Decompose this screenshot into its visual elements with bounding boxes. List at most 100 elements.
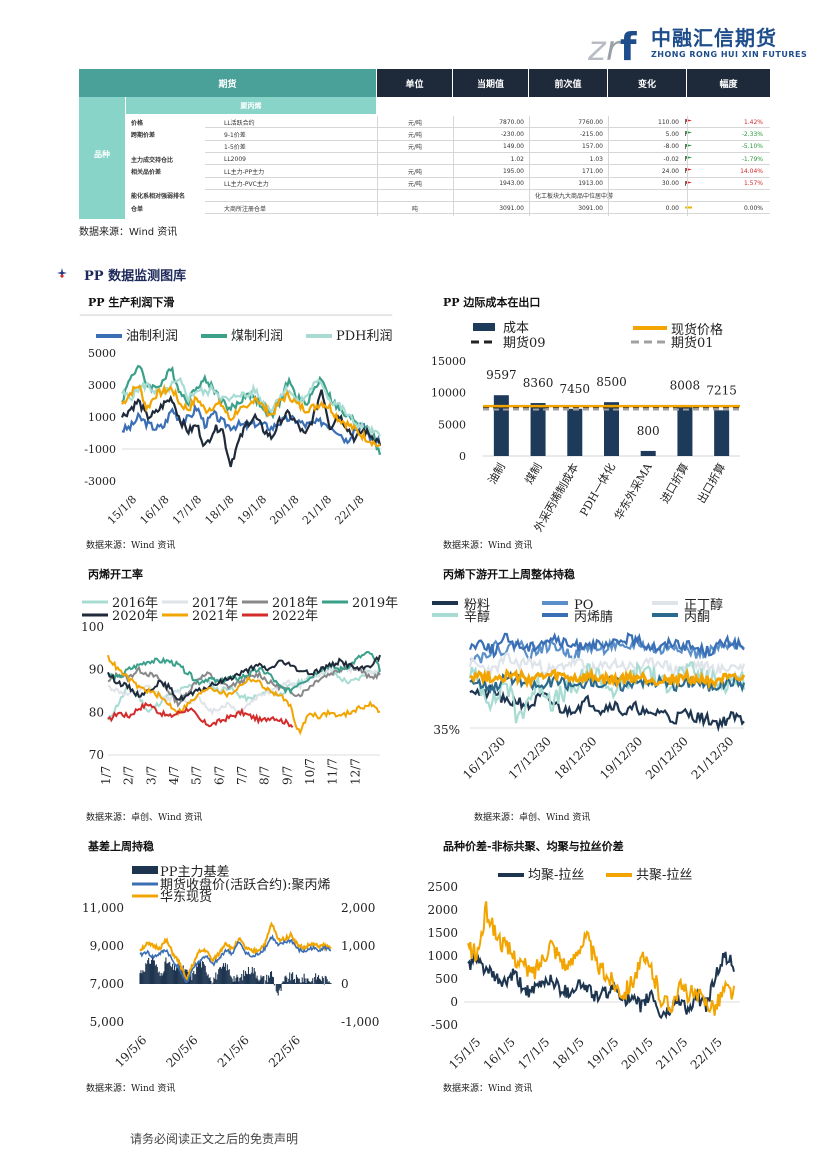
cell-current: 3091.00	[499, 204, 524, 212]
y-right-tick-label: 2,000	[341, 901, 375, 915]
legend-label: 丙酮	[684, 610, 710, 625]
cell-category: 跨期价差	[131, 131, 156, 139]
x-tick-label: 20/1/5	[619, 1035, 656, 1072]
x-tick-label: 3/7	[144, 766, 158, 785]
x-tick-label: 12/7	[348, 758, 362, 785]
x-tick-label: 10/7	[303, 758, 317, 785]
y-tick-label: 35%	[433, 723, 460, 737]
cell-change: 110.00	[658, 118, 679, 126]
row-divider	[205, 127, 770, 129]
column-divider	[453, 116, 454, 216]
y-tick-label: 3000	[88, 379, 116, 392]
variety-label: 品种	[94, 150, 110, 159]
y-tick-label: 80	[89, 705, 104, 719]
legend-homo-label: 均聚-拉丝	[528, 868, 584, 883]
cell-category: 能化系相对强弱排名	[131, 193, 186, 201]
legend-co-label: 共聚-拉丝	[636, 868, 692, 883]
legend-label: 2021年	[192, 609, 238, 624]
x-tick-label: 19/12/30	[597, 734, 645, 782]
header-cell-previous: 前次值	[529, 69, 607, 97]
column-divider	[687, 116, 688, 216]
y-tick-label: 1000	[88, 411, 116, 424]
bar	[530, 403, 546, 456]
x-category-label: PDH一体化	[577, 461, 619, 519]
series-line	[107, 654, 381, 702]
y-tick-label: 2000	[427, 903, 458, 917]
cell-unit: 元/吨	[407, 144, 423, 152]
cell-pct: 1.42%	[743, 118, 763, 126]
disclaimer-note: 请务必阅读正文之后的免责声明	[130, 1132, 299, 1146]
bar	[567, 408, 583, 456]
section-title: PP 数据监测图库	[84, 269, 187, 284]
cell-previous: 157.00	[582, 143, 603, 151]
x-tick-label: 16/12/30	[460, 734, 508, 782]
header-cell-current: 当期值	[453, 69, 528, 97]
chart6-source-note: 数据来源：Wind 资讯	[443, 1084, 533, 1094]
bar-value-label: 7215	[706, 383, 737, 397]
cell-change: 30.00	[661, 180, 679, 188]
y-tick-label: 10000	[431, 387, 466, 400]
series-line	[468, 631, 745, 659]
x-tick-label: 1/7	[99, 766, 113, 785]
x-tick-label: 15/1/5	[446, 1035, 483, 1072]
chart3-source-note: 数据来源：卓创、Wind 资讯	[86, 813, 203, 823]
cell-unit: 吨	[411, 205, 418, 213]
y-tick-label: 500	[435, 972, 458, 986]
x-tick-label: 5/7	[190, 766, 204, 785]
legend-spot-label: 现货价格	[671, 322, 723, 338]
chart-title-propylene-rate: 丙烯开工率	[88, 568, 143, 581]
section-bullet-icon	[57, 268, 67, 278]
legend-basis-swatch	[132, 866, 158, 874]
x-tick-label: 22/5/6	[266, 1033, 303, 1070]
legend-spot-label: 华东现货	[160, 889, 212, 905]
header-cell-amplitude: 幅度	[687, 69, 770, 97]
x-tick-label: 9/7	[280, 766, 294, 785]
cell-item: 大商所注册仓单	[224, 205, 267, 213]
y-tick-label: 90	[89, 663, 104, 677]
y-tick-label: 0	[459, 450, 466, 463]
x-tick-label: 22/1/5	[688, 1035, 725, 1072]
cell-category: 价格	[131, 119, 144, 127]
y-right-tick-label: 0	[341, 977, 349, 991]
cell-category: 相关品价差	[131, 168, 162, 176]
row-divider	[205, 139, 770, 141]
x-tick-label: 20/5/6	[163, 1033, 200, 1070]
x-tick-label: 6/7	[212, 766, 226, 785]
legend-label: PO	[574, 598, 593, 613]
legend-f01-label: 期货01	[671, 335, 714, 351]
chart4-source-note: 数据来源：卓创、Wind 资讯	[474, 813, 591, 823]
legend-cost-swatch	[473, 323, 495, 331]
svg-text:r: r	[606, 29, 622, 64]
x-tick-label: 17/12/30	[506, 734, 554, 782]
column-divider	[529, 116, 530, 216]
row-divider	[205, 213, 770, 215]
y-right-tick-label: 1,000	[341, 939, 375, 953]
chart-title-basis: 基差上周持稳	[88, 840, 154, 853]
row-divider	[205, 188, 770, 190]
variety-column	[79, 97, 125, 219]
header-cell-unit: 单位	[377, 69, 452, 97]
bar	[714, 410, 730, 456]
y-tick-label: -3000	[84, 475, 116, 488]
column-divider	[377, 116, 378, 216]
legend-cost-label: 成本	[503, 321, 529, 336]
y-tick-label: -500	[431, 1018, 458, 1032]
cell-previous: 1.03	[589, 155, 603, 163]
y-right-tick-label: -1,000	[341, 1015, 379, 1029]
cell-item: LL2009	[224, 155, 246, 163]
cell-category: 主力成交持仓比	[131, 156, 174, 164]
bar-value-label: 8008	[670, 378, 701, 392]
chart-variety-spread: 均聚-拉丝 共聚-拉丝 2500 2000 1500 1000 500 0 -500 15/1/5…	[427, 868, 740, 1072]
bar-value-label: 8500	[596, 375, 627, 389]
x-tick-label: 16/1/8	[137, 493, 171, 527]
x-category-label: 出口折算	[694, 461, 728, 506]
x-tick-label: 19/1/5	[584, 1035, 621, 1072]
cell-change: -8.00	[663, 143, 679, 151]
row-divider	[205, 176, 770, 178]
futures-data-table: 期货 单位 当期值 前次值 变化 幅度 品种 聚丙烯 价格 LL活跃合约 元/吨 78…	[79, 69, 770, 219]
cell-pct: -5.10%	[741, 143, 763, 151]
svg-text:f: f	[620, 25, 637, 64]
svg-text:z: z	[588, 29, 607, 64]
cell-category: 仓单	[131, 205, 144, 213]
